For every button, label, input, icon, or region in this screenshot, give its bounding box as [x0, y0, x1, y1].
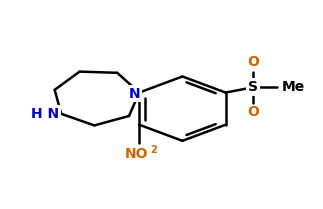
Text: O: O	[247, 105, 259, 119]
Text: O: O	[247, 55, 259, 69]
Text: Me: Me	[282, 80, 305, 94]
Text: 2: 2	[151, 145, 157, 155]
Text: NO: NO	[124, 147, 148, 161]
Text: S: S	[248, 80, 258, 94]
Text: H N: H N	[31, 107, 60, 121]
Text: N: N	[129, 87, 141, 101]
